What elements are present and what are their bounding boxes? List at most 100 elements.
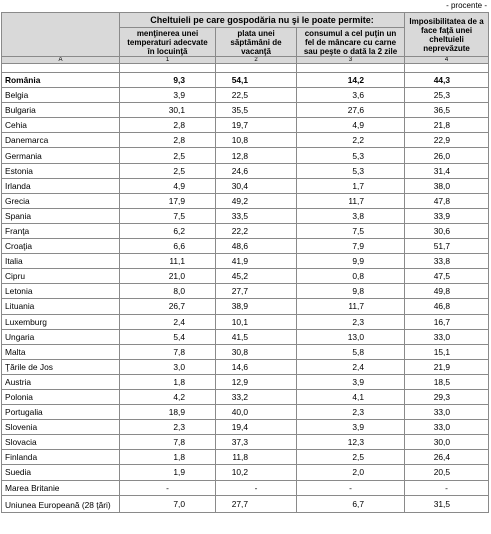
value-col4: 26,0 — [404, 147, 490, 164]
country-cell: Suedia — [1, 464, 120, 481]
value-col2: 45,2 — [215, 268, 297, 285]
value-col1: 7,8 — [119, 343, 216, 360]
value-col3: 5,3 — [295, 147, 406, 164]
value-col2: 37,3 — [215, 434, 297, 451]
table-row: Malta 7,8 30,8 5,8 15,1 — [1, 343, 490, 360]
value-col1: 3,9 — [119, 87, 216, 104]
table-row: Letonia 8,0 27,7 9,8 49,8 — [1, 283, 490, 300]
table-row: Germania 2,5 12,8 5,3 26,0 — [1, 147, 490, 164]
value-col2: 11,8 — [215, 449, 297, 466]
value-col4: 16,7 — [404, 313, 490, 330]
value-col2: 35,5 — [215, 102, 297, 119]
country-cell: Ţările de Jos — [1, 358, 120, 375]
country-cell: Italia — [1, 253, 120, 270]
table-row: Marea Britanie - - - - — [1, 479, 490, 496]
value-col4: 26,4 — [404, 449, 490, 466]
value-col3: 3,9 — [295, 373, 406, 390]
index-cell: 2 — [215, 56, 297, 64]
value-col1: 3,0 — [119, 358, 216, 375]
country-cell: Slovenia — [1, 419, 120, 436]
country-cell: Portugalia — [1, 404, 120, 421]
table-row: Bulgaria 30,1 35,5 27,6 36,5 — [1, 102, 490, 119]
country-cell: Danemarca — [1, 132, 120, 149]
table-row: Slovacia 7,8 37,3 12,3 30,0 — [1, 434, 490, 451]
value-col4: 33,0 — [404, 328, 490, 345]
value-col2: 14,6 — [215, 358, 297, 375]
index-row: A 1 2 3 4 — [1, 56, 490, 64]
value-col2: 19,7 — [215, 117, 297, 134]
value-col1: 1,9 — [119, 464, 216, 481]
value-col4: 33,8 — [404, 253, 490, 270]
value-col3: 27,6 — [295, 102, 406, 119]
index-cell: 4 — [404, 56, 490, 64]
value-col1: 2,5 — [119, 162, 216, 179]
value-col2: 33,2 — [215, 388, 297, 406]
table-row: Slovenia 2,3 19,4 3,9 33,0 — [1, 419, 490, 436]
table-body: România 9,3 54,1 14,2 44,3 Belgia 3,9 22,5 3,6 25… — [1, 71, 490, 513]
value-col3: 2,5 — [295, 449, 406, 466]
value-col2: 22,5 — [215, 87, 297, 104]
value-col1: 11,1 — [119, 253, 216, 270]
country-cell: Lituania — [1, 298, 120, 315]
value-col4: 33,0 — [404, 419, 490, 436]
index-cell: A — [1, 56, 120, 64]
value-col4: 31,5 — [404, 494, 490, 513]
value-col2: 33,5 — [215, 207, 297, 224]
value-col3: 7,9 — [295, 238, 406, 255]
country-cell: Belgia — [1, 87, 120, 104]
value-col4: 20,5 — [404, 464, 490, 481]
value-col3: 11,7 — [295, 192, 406, 209]
value-col4: 21,8 — [404, 117, 490, 134]
value-col3: 5,3 — [295, 162, 406, 179]
value-col4: 49,8 — [404, 283, 490, 300]
value-col4: - — [404, 479, 490, 496]
value-col4: 22,9 — [404, 132, 490, 149]
value-col1: 4,9 — [119, 177, 216, 194]
table-row: Spania 7,5 33,5 3,8 33,9 — [1, 207, 490, 224]
value-col1: 5,4 — [119, 328, 216, 345]
value-col4: 30,0 — [404, 434, 490, 451]
country-cell: Bulgaria — [1, 102, 120, 119]
value-col3: 3,8 — [295, 207, 406, 224]
unit-note: - procente - — [446, 1, 487, 10]
value-col3: 14,2 — [295, 71, 406, 89]
value-col2: 30,8 — [215, 343, 297, 360]
table-row: Polonia 4,2 33,2 4,1 29,3 — [1, 388, 490, 406]
country-cell: Slovacia — [1, 434, 120, 451]
table-row: Danemarca 2,8 10,8 2,2 22,9 — [1, 132, 490, 149]
value-col3: 2,0 — [295, 464, 406, 481]
table-row: Lituania 26,7 38,9 11,7 46,8 — [1, 298, 490, 315]
value-col1: 18,9 — [119, 404, 216, 421]
country-cell: Estonia — [1, 162, 120, 179]
value-col1: 21,0 — [119, 268, 216, 285]
corner-header — [1, 12, 120, 57]
value-col4: 46,8 — [404, 298, 490, 315]
value-col4: 21,9 — [404, 358, 490, 375]
index-cell: 3 — [295, 56, 406, 64]
value-col1: 6,2 — [119, 222, 216, 240]
col1-header: menţinerea unei temperaturi adecvate în … — [119, 27, 216, 57]
value-col3: 5,8 — [295, 343, 406, 360]
value-col2: 19,4 — [215, 419, 297, 436]
table-row: Franţa 6,2 22,2 7,5 30,6 — [1, 222, 490, 240]
value-col2: 48,6 — [215, 238, 297, 255]
index-cell: 1 — [119, 56, 216, 64]
col2-header: plata unei săptămâni de vacanţă — [215, 27, 297, 57]
country-cell: Cehia — [1, 117, 120, 134]
table-row: Uniunea Europeană (28 ţări) 7,0 27,7 6,7 31,… — [1, 494, 490, 513]
value-col3: 9,9 — [295, 253, 406, 270]
value-col1: 26,7 — [119, 298, 216, 315]
value-col4: 36,5 — [404, 102, 490, 119]
value-col4: 47,5 — [404, 268, 490, 285]
table-row: România 9,3 54,1 14,2 44,3 — [1, 71, 490, 89]
value-col2: 41,5 — [215, 328, 297, 345]
table-row: Cipru 21,0 45,2 0,8 47,5 — [1, 268, 490, 285]
value-col4: 15,1 — [404, 343, 490, 360]
value-col2: 54,1 — [215, 71, 297, 89]
value-col3: 1,7 — [295, 177, 406, 194]
value-col1: 7,0 — [119, 494, 216, 513]
value-col1: 8,0 — [119, 283, 216, 300]
value-col3: 9,8 — [295, 283, 406, 300]
value-col4: 30,6 — [404, 222, 490, 240]
value-col4: 33,9 — [404, 207, 490, 224]
